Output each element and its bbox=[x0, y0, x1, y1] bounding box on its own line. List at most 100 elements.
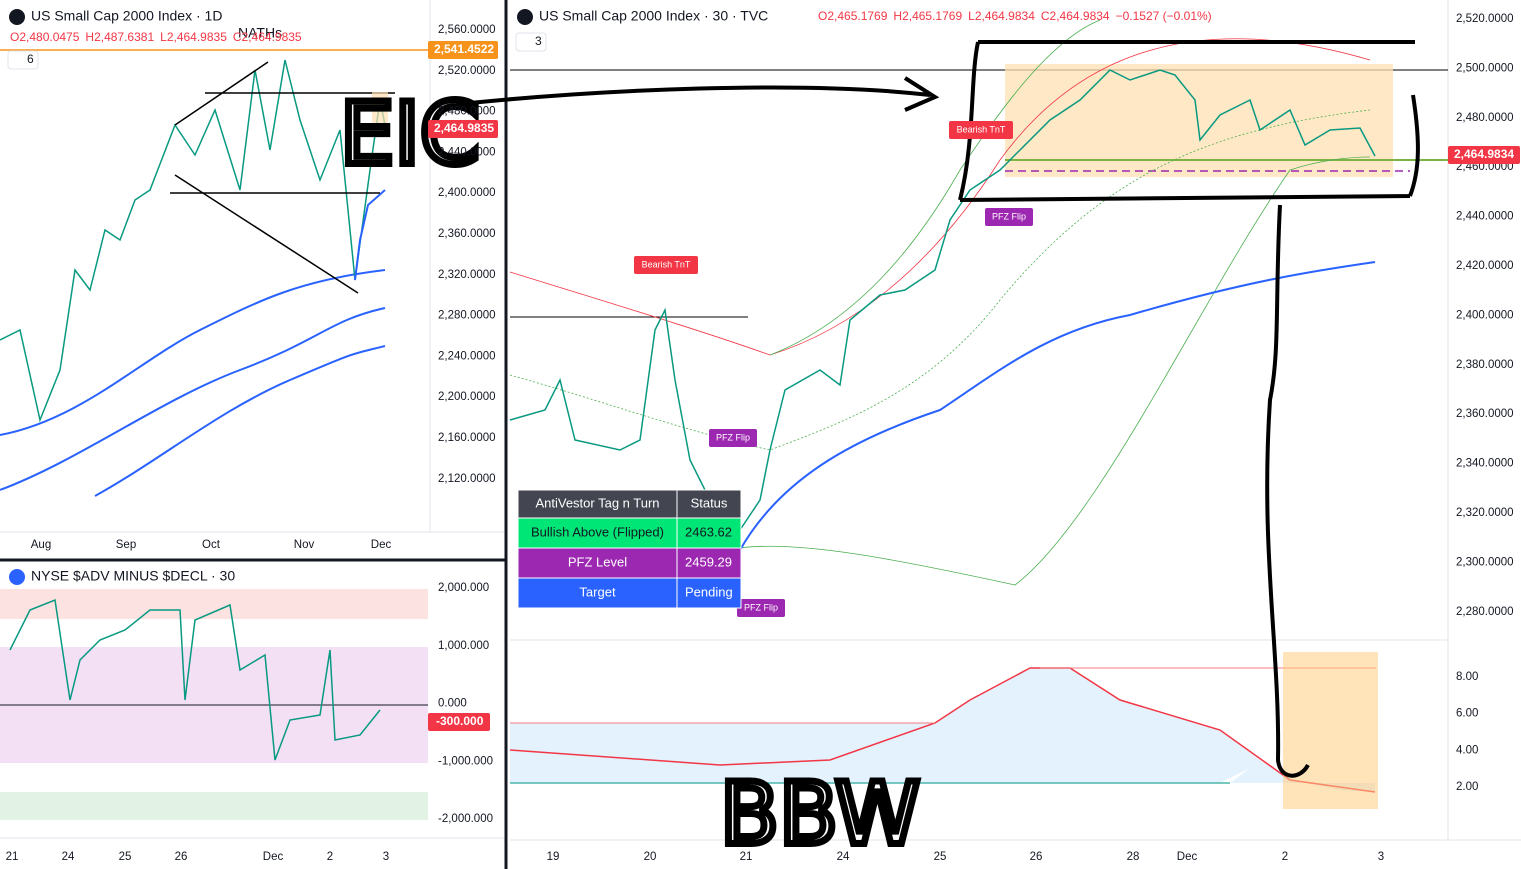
table-cell-text: Pending bbox=[685, 584, 733, 599]
price-tick-label: 2,400.0000 bbox=[438, 187, 496, 199]
time-tick-label: 2 bbox=[1282, 851, 1288, 863]
ohlc-value: L2,464.9835 bbox=[160, 30, 227, 44]
moving-average bbox=[354, 189, 386, 281]
indicator-tick-label: 2.00 bbox=[1456, 781, 1478, 793]
zone bbox=[1005, 64, 1393, 177]
price-tick-label: 2,480.0000 bbox=[1456, 112, 1514, 124]
price-trace bbox=[0, 59, 387, 423]
signal-bg bbox=[634, 256, 698, 274]
breadth-trace bbox=[9, 598, 381, 761]
signal-bg bbox=[949, 121, 1013, 139]
interval-button[interactable] bbox=[515, 32, 547, 52]
time-tick-label: 26 bbox=[1030, 851, 1043, 863]
ohlc-value: C2,464.9835 bbox=[233, 30, 302, 44]
drawing bbox=[469, 40, 1420, 778]
time-tick-label: Nov bbox=[294, 539, 315, 551]
price-tick-label: 2,240.0000 bbox=[438, 350, 496, 362]
moving-average bbox=[0, 269, 386, 436]
symbol-icon bbox=[517, 9, 533, 25]
time-tick-label: 21 bbox=[6, 851, 19, 863]
price-tick-label: 2,120.0000 bbox=[438, 473, 496, 485]
price-tick-label: 2,300.0000 bbox=[1456, 556, 1514, 568]
value-tag-bg bbox=[428, 713, 490, 731]
moving-average bbox=[0, 307, 386, 491]
price-tick-label: 2,340.0000 bbox=[1456, 458, 1514, 470]
time-tick-label: 2 bbox=[327, 851, 333, 863]
interval-badge[interactable]: 3 bbox=[535, 34, 542, 48]
value-tick-label: -1,000.000 bbox=[438, 755, 493, 767]
price-tick-label: 2,460.0000 bbox=[1456, 161, 1514, 173]
price-tick-label: 2,280.0000 bbox=[438, 310, 496, 322]
price-tick-label: 2,280.0000 bbox=[1456, 606, 1514, 618]
table-cell-text: 2463.62 bbox=[685, 524, 732, 539]
symbol-icon bbox=[9, 9, 25, 25]
zone bbox=[1283, 652, 1378, 809]
table-cell bbox=[517, 577, 678, 609]
signal-bg bbox=[737, 599, 785, 617]
table-header: AntiVestor Tag n Turn bbox=[535, 495, 659, 510]
time-tick-label: 19 bbox=[547, 851, 560, 863]
price-trace bbox=[509, 69, 1376, 532]
table-cell-text: PFZ Level bbox=[568, 554, 627, 569]
time-tick-label: 20 bbox=[644, 851, 657, 863]
table-cell-text: 2459.29 bbox=[685, 554, 732, 569]
ohlc-value: H2,465.1769 bbox=[893, 9, 962, 23]
indicator-tick-label: 6.00 bbox=[1456, 708, 1478, 720]
signal-bg bbox=[985, 208, 1033, 226]
price-tick-label: 2,440.0000 bbox=[438, 146, 496, 158]
time-tick-label: Oct bbox=[202, 539, 221, 551]
band-upper-2 bbox=[769, 19, 1101, 356]
price-tag: 2,541.4522 bbox=[434, 42, 494, 56]
value-tick-label: 1,000.000 bbox=[438, 640, 489, 652]
price-tick-label: 2,360.0000 bbox=[438, 228, 496, 240]
price-tag-bg bbox=[428, 41, 498, 59]
price-tick-label: 2,320.0000 bbox=[1456, 507, 1514, 519]
signal-label: PFZ Flip bbox=[744, 602, 778, 612]
time-tick-label: Sep bbox=[116, 539, 136, 551]
ohlc-value: C2,464.9834 bbox=[1041, 9, 1110, 23]
value-tick-label: -2,000.000 bbox=[438, 813, 493, 825]
table-header: Status bbox=[691, 495, 728, 510]
table-cell bbox=[517, 547, 678, 579]
interval-badge[interactable]: 6 bbox=[27, 52, 34, 66]
interval-button[interactable] bbox=[7, 50, 39, 70]
time-tick-label: Dec bbox=[1177, 851, 1198, 863]
time-tick-label: 25 bbox=[934, 851, 947, 863]
time-tick-label: 24 bbox=[62, 851, 75, 863]
trendline bbox=[170, 61, 395, 294]
band-lower bbox=[739, 156, 1371, 586]
ohlc-value: O2,480.0475 bbox=[10, 30, 80, 44]
price-tick-label: 2,480.0000 bbox=[438, 106, 496, 118]
ohlc-value: H2,487.6381 bbox=[85, 30, 154, 44]
price-tick-label: 2,520.0000 bbox=[438, 65, 496, 77]
price-tick-label: 2,560.0000 bbox=[438, 24, 496, 36]
symbol-title: NYSE $ADV MINUS $DECL · 30 bbox=[31, 568, 235, 584]
bbw-fill bbox=[510, 668, 1375, 792]
time-tick-label: 3 bbox=[1378, 851, 1384, 863]
ohlc-value: −0.1527 (−0.01%) bbox=[1116, 9, 1212, 23]
signal-label: Bearish TnT bbox=[957, 124, 1006, 134]
price-tick-label: 2,320.0000 bbox=[438, 269, 496, 281]
price-tag-bg bbox=[1448, 146, 1520, 164]
symbol-title: US Small Cap 2000 Index · 30 · TVC bbox=[539, 8, 768, 24]
time-tick-label: 26 bbox=[175, 851, 188, 863]
price-tick-label: 2,380.0000 bbox=[1456, 359, 1514, 371]
price-tag-bg bbox=[428, 120, 498, 138]
time-tick-label: 24 bbox=[837, 851, 850, 863]
time-tick-label: Aug bbox=[31, 539, 51, 551]
value-tick-label: 0.000 bbox=[438, 698, 467, 710]
table-cell bbox=[517, 517, 678, 549]
zone bbox=[372, 92, 388, 132]
price-tick-label: 2,200.0000 bbox=[438, 391, 496, 403]
symbol-title: US Small Cap 2000 Index · 1D bbox=[31, 8, 222, 24]
handwriting: BBW bbox=[720, 764, 920, 864]
signal-bg bbox=[709, 429, 757, 447]
price-tag: 2,464.9835 bbox=[434, 121, 494, 135]
price-tick-label: 2,440.0000 bbox=[1456, 211, 1514, 223]
table-cell-text: Bullish Above (Flipped) bbox=[531, 524, 664, 539]
table-header-cell bbox=[676, 489, 742, 519]
table-cell-text: Target bbox=[579, 584, 616, 599]
time-tick-label: Dec bbox=[263, 851, 284, 863]
table-header-cell bbox=[517, 489, 678, 519]
price-tick-label: 2,500.0000 bbox=[1456, 62, 1514, 74]
